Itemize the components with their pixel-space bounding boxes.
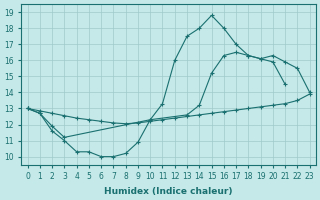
X-axis label: Humidex (Indice chaleur): Humidex (Indice chaleur) <box>104 187 233 196</box>
